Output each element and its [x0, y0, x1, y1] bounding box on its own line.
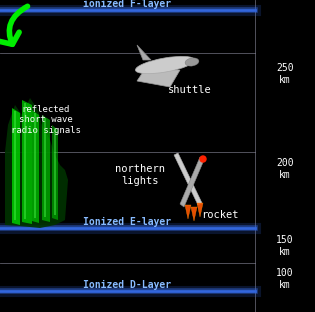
Text: northern
lights: northern lights [115, 164, 165, 186]
FancyArrowPatch shape [0, 6, 27, 44]
Circle shape [200, 156, 206, 162]
Text: 250
km: 250 km [276, 63, 294, 85]
Text: ionized F-layer: ionized F-layer [83, 0, 172, 9]
Ellipse shape [135, 56, 195, 74]
Polygon shape [42, 115, 50, 222]
Polygon shape [5, 98, 68, 228]
Text: rocket: rocket [201, 210, 239, 220]
Polygon shape [174, 153, 202, 205]
Ellipse shape [185, 58, 199, 66]
Polygon shape [32, 110, 39, 223]
Polygon shape [24, 103, 26, 219]
Polygon shape [52, 125, 58, 220]
Text: 150
km: 150 km [276, 235, 294, 256]
Text: Ionized D-Layer: Ionized D-Layer [83, 280, 172, 290]
Text: shuttle: shuttle [168, 85, 212, 95]
Polygon shape [44, 118, 46, 217]
Polygon shape [191, 207, 197, 221]
Polygon shape [137, 45, 151, 60]
Polygon shape [14, 111, 16, 220]
Polygon shape [197, 203, 203, 217]
Text: 200
km: 200 km [276, 158, 294, 180]
Polygon shape [180, 157, 204, 207]
Polygon shape [12, 108, 20, 225]
Text: 100
km: 100 km [276, 268, 294, 290]
Polygon shape [137, 69, 180, 87]
Polygon shape [22, 100, 32, 224]
Text: Ionized E-layer: Ionized E-layer [83, 217, 172, 227]
Polygon shape [54, 128, 56, 215]
Polygon shape [185, 205, 191, 219]
Polygon shape [34, 113, 36, 218]
Text: reflected
short wave
radio signals: reflected short wave radio signals [11, 105, 81, 135]
